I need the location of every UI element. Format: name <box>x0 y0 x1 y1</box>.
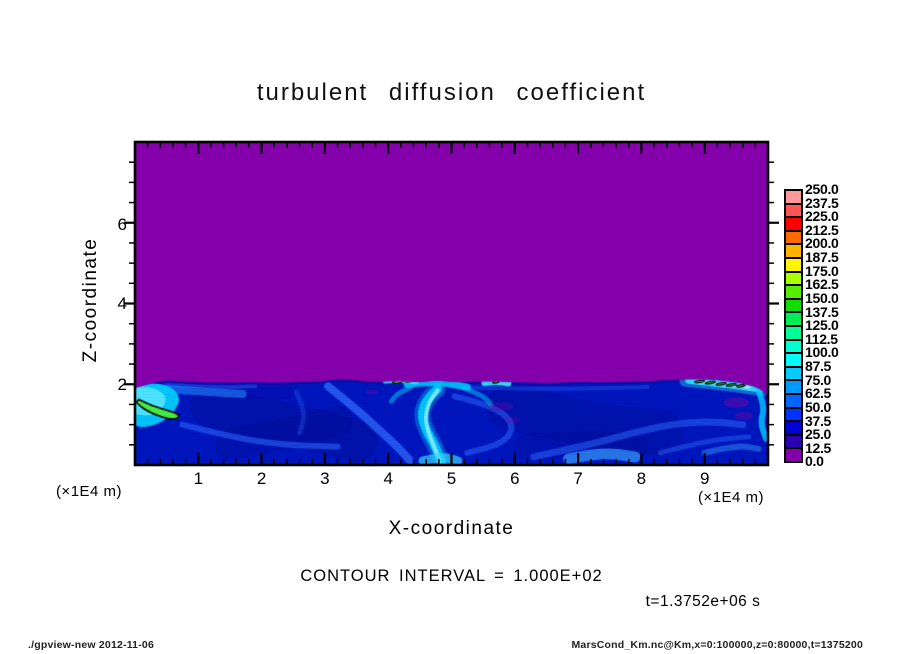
colorbar-cell <box>786 367 801 380</box>
colorbar-label: 187.5 <box>805 249 839 266</box>
footer-dataset-info: MarsCond_Km.nc@Km,x=0:100000,z=0:80000,t… <box>571 639 863 651</box>
colorbar-label: 50.0 <box>805 398 832 415</box>
colorbar-cell <box>786 435 801 448</box>
colorbar-label: 212.5 <box>805 221 839 238</box>
z-tick-label-4: 4 <box>117 294 127 313</box>
x-tick-label-5: 5 <box>446 469 457 488</box>
contour-field-canvas <box>135 142 768 465</box>
x-unit-right: (×1E4 m) <box>697 489 765 506</box>
colorbar-cell <box>786 245 801 257</box>
colorbar-cell <box>786 381 801 393</box>
colorbar-label: 12.5 <box>805 439 832 456</box>
colorbar-label: 112.5 <box>805 330 838 347</box>
colorbar-cell <box>786 218 801 230</box>
colorbar-cell <box>786 204 801 217</box>
colorbar-label: 100.0 <box>805 344 839 361</box>
colorbar-label: 237.5 <box>805 194 839 211</box>
colorbar-label: 87.5 <box>805 358 832 375</box>
x-axis-label: X-coordinate <box>388 518 515 539</box>
colorbar-label: 175.0 <box>805 262 839 279</box>
colorbar-cell <box>786 340 801 353</box>
plot-border <box>133 140 770 467</box>
x-tick-label-3: 3 <box>320 469 330 488</box>
x-tick-label-2: 2 <box>256 469 267 488</box>
colorbar-cell <box>786 191 801 203</box>
colorbar-cell <box>786 299 801 312</box>
footer-command-date: ./gpview-new 2012-11-06 <box>28 639 154 651</box>
colorbar-cell <box>786 326 801 339</box>
colorbar-cell <box>786 422 801 434</box>
chart-title: turbulent diffusion coefficient <box>256 79 647 106</box>
colorbar-cell <box>786 408 801 421</box>
colorbar-cell <box>786 449 801 461</box>
colorbar-cell <box>786 394 801 407</box>
x-tick-label-6: 6 <box>510 469 520 488</box>
colorbar-label: 225.0 <box>805 208 839 225</box>
colorbar-label: 25.0 <box>805 426 832 443</box>
contour-interval-note: CONTOUR INTERVAL = 1.000E+02 <box>300 567 603 585</box>
colorbar-label: 75.0 <box>805 371 832 388</box>
x-tick-label-9: 9 <box>699 469 710 488</box>
colorbar-label: 137.5 <box>805 303 839 320</box>
colorbar-label: 250.0 <box>805 181 839 197</box>
colorbar-label: 162.5 <box>805 276 839 293</box>
z-tick-label-6: 6 <box>117 215 127 234</box>
colorbar-cell <box>786 258 801 271</box>
colorbar-cell <box>786 231 801 244</box>
time-annotation: t=1.3752e+06 s <box>645 593 761 610</box>
colorbar-label: 62.5 <box>805 385 832 402</box>
colorbar-label: 200.0 <box>805 235 839 252</box>
x-unit-left: (×1E4 m) <box>55 483 123 500</box>
colorbar-cell <box>786 313 801 325</box>
colorbar-cell <box>786 272 801 285</box>
x-tick-label-1: 1 <box>193 469 204 488</box>
z-tick-label-2: 2 <box>117 375 127 394</box>
colorbar-label: 125.0 <box>805 317 839 334</box>
axes-frame <box>124 140 779 467</box>
colorbar-cell <box>786 354 801 366</box>
x-tick-label-4: 4 <box>383 469 393 488</box>
x-tick-label-8: 8 <box>636 469 647 488</box>
colorbar-label: 150.0 <box>805 289 839 306</box>
x-tick-label-7: 7 <box>573 469 583 488</box>
colorbar <box>784 189 803 463</box>
colorbar-label: 37.5 <box>805 412 832 429</box>
colorbar-cell <box>786 286 801 298</box>
colorbar-label: 0.0 <box>805 453 824 470</box>
